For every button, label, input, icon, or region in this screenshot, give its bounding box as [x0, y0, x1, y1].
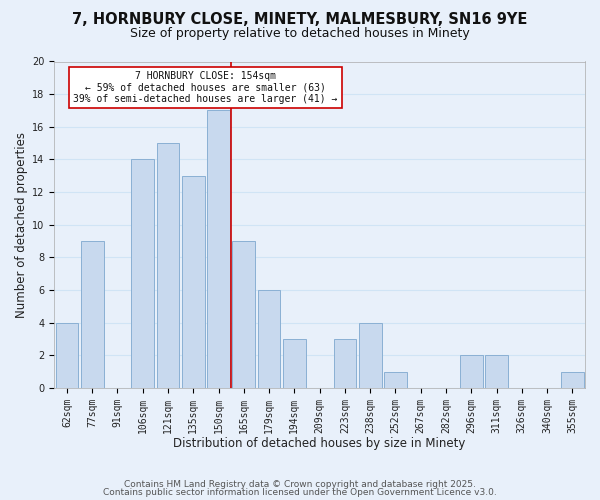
Bar	[131, 160, 154, 388]
Text: Size of property relative to detached houses in Minety: Size of property relative to detached ho…	[130, 28, 470, 40]
Bar	[258, 290, 280, 388]
Bar	[232, 241, 255, 388]
Bar	[81, 241, 104, 388]
Bar	[485, 355, 508, 388]
Bar	[460, 355, 482, 388]
Text: 7, HORNBURY CLOSE, MINETY, MALMESBURY, SN16 9YE: 7, HORNBURY CLOSE, MINETY, MALMESBURY, S…	[73, 12, 527, 28]
Bar	[384, 372, 407, 388]
Bar	[283, 339, 306, 388]
Text: 7 HORNBURY CLOSE: 154sqm
← 59% of detached houses are smaller (63)
39% of semi-d: 7 HORNBURY CLOSE: 154sqm ← 59% of detach…	[73, 72, 338, 104]
Bar	[182, 176, 205, 388]
Bar	[334, 339, 356, 388]
Bar	[207, 110, 230, 388]
Bar	[157, 143, 179, 388]
Y-axis label: Number of detached properties: Number of detached properties	[15, 132, 28, 318]
Text: Contains HM Land Registry data © Crown copyright and database right 2025.: Contains HM Land Registry data © Crown c…	[124, 480, 476, 489]
Text: Contains public sector information licensed under the Open Government Licence v3: Contains public sector information licen…	[103, 488, 497, 497]
X-axis label: Distribution of detached houses by size in Minety: Distribution of detached houses by size …	[173, 437, 466, 450]
Bar	[359, 322, 382, 388]
Bar	[561, 372, 584, 388]
Bar	[56, 322, 78, 388]
